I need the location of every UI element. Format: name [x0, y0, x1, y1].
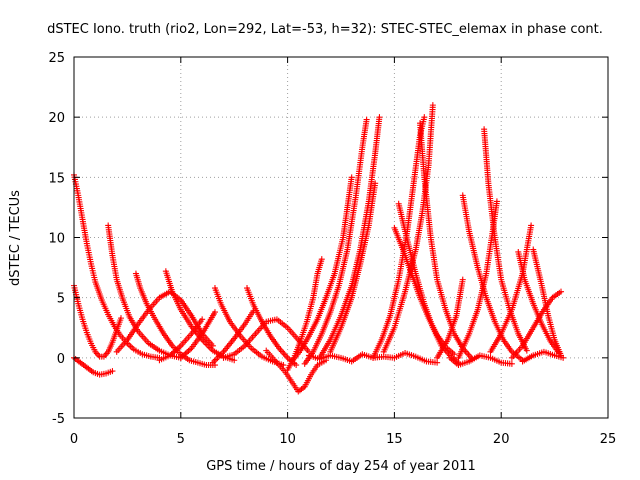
data-series [327, 180, 379, 355]
x-tick-label: 5 [177, 432, 185, 447]
y-tick-label: -5 [52, 412, 65, 427]
y-tick-labels: -5 0 5 10 15 20 25 [48, 51, 65, 427]
tick-marks [73, 56, 609, 419]
data-series [244, 285, 300, 369]
data-series [288, 174, 355, 365]
data-series [132, 270, 218, 369]
data-series [446, 352, 515, 369]
x-axis-label: GPS time / hours of day 254 of year 2011 [206, 459, 476, 474]
data-point [117, 315, 124, 322]
data-point [185, 347, 192, 354]
x-tick-label: 0 [70, 432, 78, 447]
x-tick-label: 20 [493, 432, 510, 447]
data-point [451, 351, 458, 358]
y-tick-label: 20 [48, 111, 65, 126]
data-point [560, 354, 567, 361]
x-tick-labels: 0 5 10 15 20 25 [70, 432, 616, 447]
data-point [231, 357, 238, 364]
data-point [293, 362, 300, 369]
data-series [459, 192, 526, 364]
data-point [211, 358, 218, 365]
data-series [263, 347, 330, 395]
data-point [363, 116, 370, 123]
data-series [434, 276, 466, 361]
data-point [211, 309, 218, 316]
data-point [421, 114, 428, 121]
data-series [519, 348, 567, 365]
data-point [318, 256, 325, 263]
data-point [199, 316, 206, 323]
data-point [109, 368, 116, 375]
data-point [508, 360, 515, 367]
data-series [156, 316, 206, 364]
data-series [209, 307, 257, 366]
y-tick-label: 5 [57, 292, 65, 307]
data-point [429, 102, 436, 109]
data-series [370, 114, 428, 361]
data-series [417, 120, 475, 361]
data-point [212, 356, 219, 363]
plot-area [71, 102, 567, 395]
y-tick-label: 0 [57, 352, 65, 367]
x-tick-label: 25 [600, 432, 617, 447]
data-series [220, 316, 312, 361]
x-tick-label: 15 [386, 432, 403, 447]
y-tick-label: 15 [48, 171, 65, 186]
data-point [558, 288, 565, 295]
y-tick-label: 10 [48, 232, 65, 247]
data-point [372, 180, 379, 187]
data-series [508, 288, 565, 361]
data-series [177, 309, 218, 361]
data-point [348, 174, 355, 181]
data-point [523, 347, 530, 354]
data-point [183, 349, 190, 356]
data-point [459, 276, 466, 283]
data-point [376, 114, 383, 121]
data-point [186, 346, 193, 353]
data-series [380, 102, 436, 355]
chart-title: dSTEC Iono. truth (rio2, Lon=292, Lat=-5… [47, 22, 603, 37]
y-axis-label: dSTEC / TECUs [8, 190, 23, 286]
data-series [71, 282, 124, 360]
x-tick-label: 10 [279, 432, 296, 447]
data-point [493, 198, 500, 205]
data-series [301, 116, 370, 367]
data-series [455, 198, 500, 361]
data-point [528, 222, 535, 229]
y-tick-label: 25 [48, 51, 65, 66]
